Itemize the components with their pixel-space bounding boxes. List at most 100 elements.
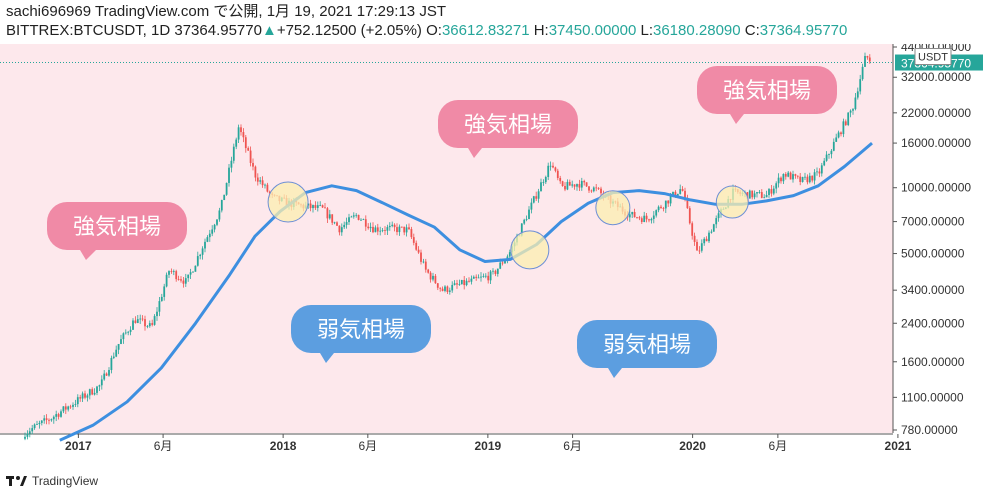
candle-body [187,274,190,279]
bubble-tail [320,353,334,363]
candle-body [100,379,103,386]
tradingview-label: TradingView [32,474,99,488]
x-tick-label: 6月 [358,439,377,453]
candle-body [220,200,223,211]
candle-body [134,320,137,323]
candle-body [787,172,790,177]
candle-body [765,195,768,198]
candle-body [223,194,226,201]
candle-body [182,280,185,284]
candle-body [648,219,650,221]
candle-body [650,218,653,221]
candle-body [76,397,79,405]
candle-body [703,238,706,244]
candle-body [62,406,65,412]
candle-body [780,177,782,182]
candle-body [859,79,862,92]
candle-body [117,343,120,350]
candle-body [496,268,499,274]
candle-body [105,373,108,376]
highlight-circle [715,185,749,219]
chart-header: sachi696969 TradingView.com で公開, 1月 19, … [0,0,985,44]
bubble-tail [468,148,482,158]
candle-body [172,271,175,272]
candle-body [146,326,149,327]
candle-body [175,271,178,280]
candle-body [578,184,581,188]
candle-body [789,172,792,180]
candle-body [662,207,665,209]
tradingview-brand[interactable]: TradingView [6,474,98,488]
candle-body [196,256,199,266]
candle-body [446,286,449,292]
candle-body [664,200,667,209]
candle-body [820,165,823,174]
candle-body [482,276,485,277]
candle-body [475,276,478,278]
candle-body [825,154,828,161]
candle-body [364,219,367,227]
candle-body [576,184,578,187]
candle-body [340,227,343,233]
candle-body [684,190,686,198]
candle-body [816,171,818,173]
candle-body [110,357,113,371]
high-value: 37450.00000 [548,22,637,39]
candle-body [484,275,487,277]
highlight-circle [267,181,309,223]
price-chart[interactable]: 44000.0000032000.0000022000.0000016000.0… [0,40,985,464]
low-value: 36180.28090 [653,22,741,39]
candle-body [352,215,355,217]
candle-body [252,162,254,167]
price-axis-background [893,44,985,433]
candle-body [396,227,398,233]
chart-canvas[interactable]: 44000.0000032000.0000022000.0000016000.0… [0,40,985,464]
candle-body [264,184,266,186]
candle-body [504,260,506,264]
candle-body [597,187,600,189]
candle-body [844,121,847,125]
candle-body [201,248,204,255]
candle-body [676,193,679,197]
candle-body [458,284,461,285]
candle-body [818,171,821,174]
candle-body [758,192,761,193]
candle-body [528,209,530,220]
candle-body [568,181,571,186]
candle-body [588,186,590,191]
candle-body [64,406,67,410]
candle-body [237,127,240,140]
candle-body [204,241,206,249]
candle-body [768,189,770,196]
candle-body [228,167,230,183]
candle-body [72,404,74,407]
x-tick-label: 6月 [769,439,788,453]
candle-body [566,181,569,190]
candle-body [398,226,401,233]
bear-market-label: 弱気相場 [603,332,691,357]
candle-body [856,91,859,98]
candle-body [636,217,638,219]
candle-body [679,189,682,194]
candle-body [552,165,554,168]
candle-body [194,265,197,272]
candle-body [460,279,463,285]
candle-body [631,211,634,215]
candle-body [828,154,830,155]
candle-body [170,271,173,272]
candle-body [804,176,806,178]
y-tick-label: 3400.00000 [901,283,965,297]
candle-body [132,320,134,330]
x-tick-label: 2018 [270,439,297,453]
candle-body [192,271,194,273]
candle-body [57,414,60,417]
candle-body [376,227,379,232]
candle-body [45,418,48,420]
candle-body [388,225,391,228]
candle-body [312,205,314,209]
candle-body [384,230,386,231]
y-tick-label: 7000.00000 [901,215,965,229]
candle-body [799,176,802,182]
candle-body [326,208,329,219]
open-label: O: [426,22,442,39]
